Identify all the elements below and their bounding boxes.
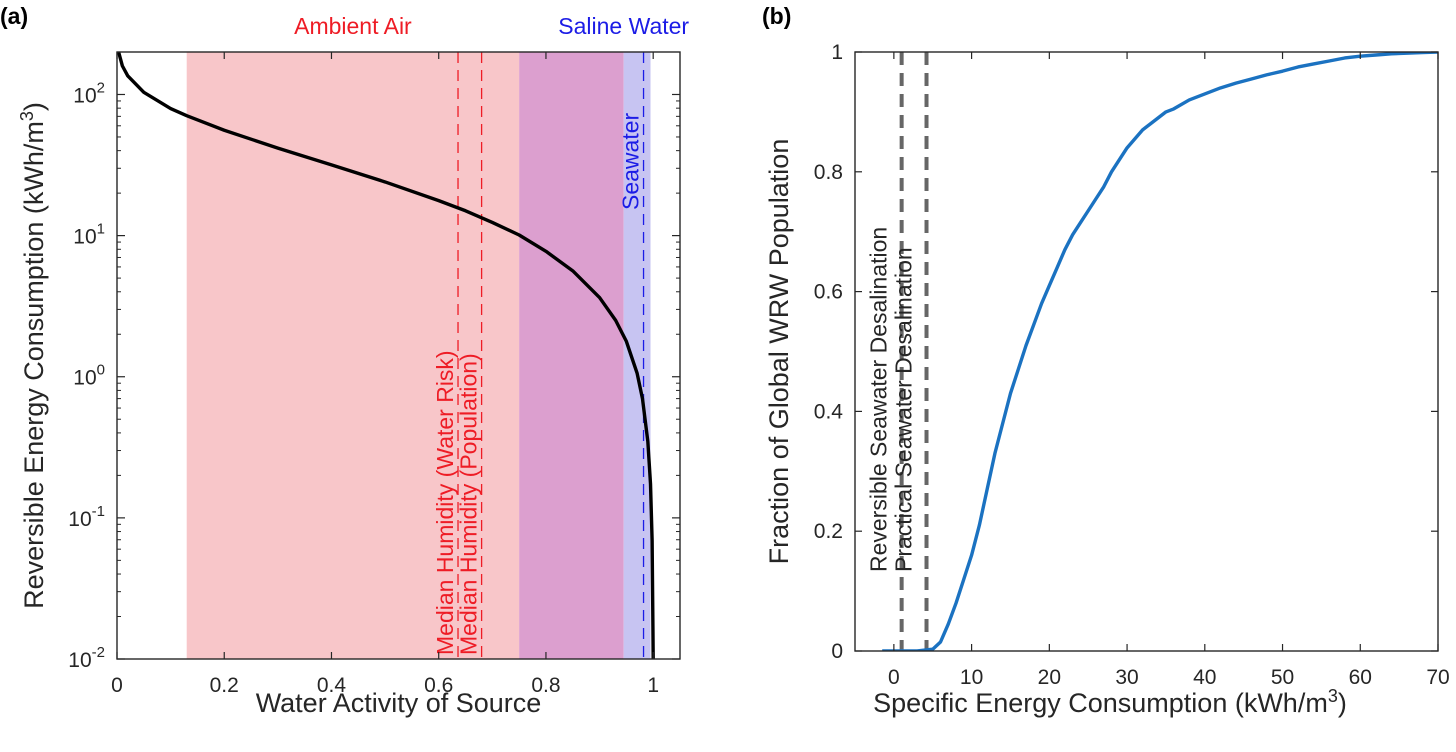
y-tick-label-2: 0.4 [814,400,844,423]
x-axis-label: Water Activity of Source [256,688,542,718]
reference-label-1: Median Humidity (Population) [456,353,482,655]
reference-label-1: Practical Seawater Desalination [891,247,917,572]
y-tick-label-1: 101 [73,221,105,249]
reference-label-0: Reversible Seawater Desalination [866,227,892,572]
y-tick-label-1: 0.2 [814,520,843,543]
shaded-region-2 [623,52,651,659]
panel-label-b: (b) [762,3,791,29]
region-label-1: Saline Water [558,13,689,39]
x-tick-label-6: 60 [1349,666,1372,689]
y-tick-label-0: 102 [73,79,105,107]
panel-b: (b) Reversible Seawater DesalinationPract… [762,3,1450,718]
shaded-region-1 [519,52,624,659]
region-label-0: Ambient Air [294,13,412,39]
reference-label-0: Median Humidity (Water Risk) [432,350,458,655]
shaded-regions [186,52,651,659]
series-line [882,52,1438,651]
y-tick-label-4: 10-2 [68,644,105,672]
x-tick-label-0: 0 [888,666,900,689]
y-axis-label: Reversible Energy Consumption (kWh/m3) [17,102,49,609]
x-tick-label-2: 0.4 [317,674,347,697]
x-tick-label-3: 0.6 [424,674,453,697]
shaded-region-0 [186,52,520,659]
panel-label-a: (a) [0,3,28,29]
x-axis-label: Specific Energy Consumption (kWh/m3) [873,686,1347,718]
panel-a: (a) Ambient Air Saline Water Median Humidit… [0,3,689,718]
curve-group [882,52,1438,651]
y-tick-label-3: 10-1 [68,503,105,531]
x-tick-label-0: 0 [111,674,123,697]
x-tick-label-4: 40 [1193,666,1216,689]
y-tick-label-4: 0.8 [814,161,843,184]
x-tick-label-3: 30 [1115,666,1138,689]
x-tick-label-5: 1 [647,674,659,697]
y-tick-label-5: 1 [831,41,843,64]
axes-box [854,51,1439,652]
x-tick-label-1: 0.2 [210,674,239,697]
y-axis-label: Fraction of Global WRW Population [764,139,794,565]
y-tick-label-3: 0.6 [814,281,843,304]
series-line [117,52,655,659]
y-tick-label-0: 0 [831,640,843,663]
reference-label-2: Seawater [618,112,644,210]
x-tick-label-7: 70 [1426,666,1449,689]
x-tick-label-5: 50 [1271,666,1294,689]
curve-group [117,52,655,659]
x-tick-label-2: 20 [1038,666,1061,689]
x-tick-label-4: 0.8 [531,674,560,697]
axes-box [116,51,681,660]
x-tick-label-1: 10 [960,666,983,689]
y-tick-label-2: 100 [73,362,105,390]
